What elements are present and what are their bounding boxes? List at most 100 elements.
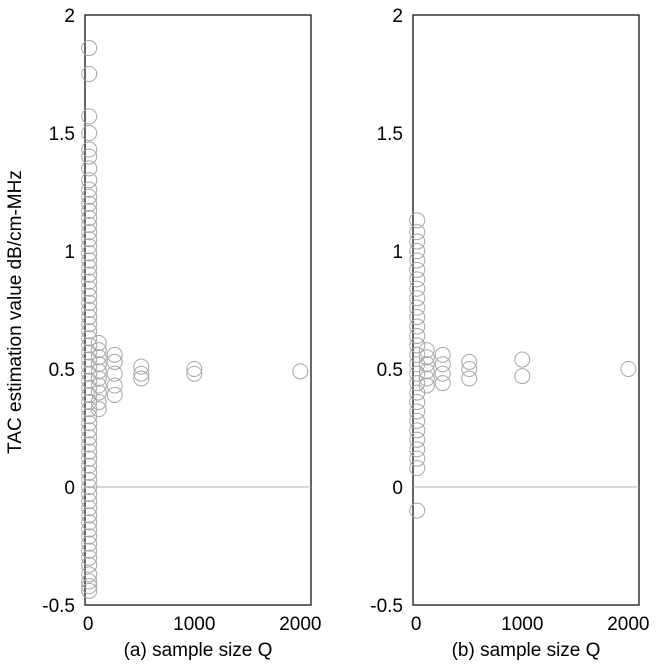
data-point [81,457,98,474]
data-point [81,573,98,590]
data-point [434,375,451,392]
data-point [81,195,98,212]
data-point [81,479,98,495]
y-tick-label: 0.5 [377,360,403,381]
data-point [81,549,98,566]
data-point [81,372,98,389]
plot-frame-b [412,14,640,606]
data-point [106,346,123,363]
data-point [434,356,451,373]
data-point [434,346,451,363]
data-point [409,365,426,382]
data-point [409,280,426,297]
data-point [409,271,426,288]
data-point [81,108,98,125]
data-point [81,245,98,262]
data-point [81,464,98,481]
data-point [81,351,98,368]
data-point [418,349,435,366]
data-point [409,212,426,229]
data-point [81,542,98,559]
data-point [409,299,426,316]
data-point [186,365,203,382]
data-point [409,233,426,250]
data-point [409,422,426,439]
data-point [81,231,98,248]
data-point [81,422,98,439]
x-axis-label-b: (b) sample size Q [452,640,601,661]
data-point [81,238,98,255]
data-point [409,290,426,307]
data-point [81,436,98,453]
data-point [81,535,98,552]
data-point [81,309,98,326]
data-point [81,500,98,517]
data-point [409,412,426,429]
data-point [106,365,123,382]
data-point [81,125,98,141]
data-point [133,358,150,375]
points-b [409,212,637,519]
data-point [409,261,426,278]
data-point [409,403,426,420]
data-point [90,363,107,380]
panel-b: -0.5 0 0.5 1 1.5 2 0 1000 2000 (b) sample size … [370,6,649,661]
data-point [461,370,478,387]
data-point [81,507,98,524]
data-point [409,243,426,259]
x-tick-label: 2000 [607,614,649,635]
x-tick-label: 0 [83,614,94,635]
points-a [81,40,309,599]
data-point [409,375,426,392]
data-point [418,377,435,394]
data-point [81,330,98,347]
data-point [514,368,531,385]
data-point [418,356,435,373]
y-tick-label: 1.5 [377,124,403,145]
data-point [90,384,107,401]
y-tick-label: 1 [392,242,403,263]
y-tick-label: 1.5 [49,124,75,145]
data-point [81,365,98,382]
data-point [292,363,309,380]
data-point [90,335,107,352]
data-point [81,521,98,538]
data-point [90,349,107,366]
data-point [106,377,123,394]
data-point [409,356,426,373]
data-point [409,309,426,326]
data-point [81,556,98,573]
data-point [81,181,98,198]
x-axis-label-a: (a) sample size Q [124,640,273,661]
data-point [81,266,98,283]
data-point [409,318,426,335]
data-point [90,377,107,394]
data-point [81,566,98,583]
data-point [81,337,98,354]
data-point [81,450,98,467]
data-point [409,337,426,354]
data-point [81,202,98,219]
data-point [409,327,426,344]
data-point [81,66,98,82]
data-point [90,342,107,359]
data-point [409,346,426,363]
data-point [409,450,426,467]
data-point [418,363,435,380]
data-point [81,294,98,311]
data-point [81,358,98,375]
data-point [409,394,426,411]
data-point [81,252,98,269]
data-point [133,365,150,382]
data-point [81,316,98,333]
data-point [81,224,98,241]
data-point [90,370,107,387]
y-tick-label: 1 [64,242,75,263]
data-point [418,370,435,387]
y-ticks-b: -0.5 0 0.5 1 1.5 2 [370,6,403,617]
data-point [409,502,426,519]
data-point [81,148,98,165]
data-point [409,384,426,401]
y-tick-label: 0.5 [49,360,75,381]
y-tick-label: -0.5 [370,596,403,617]
